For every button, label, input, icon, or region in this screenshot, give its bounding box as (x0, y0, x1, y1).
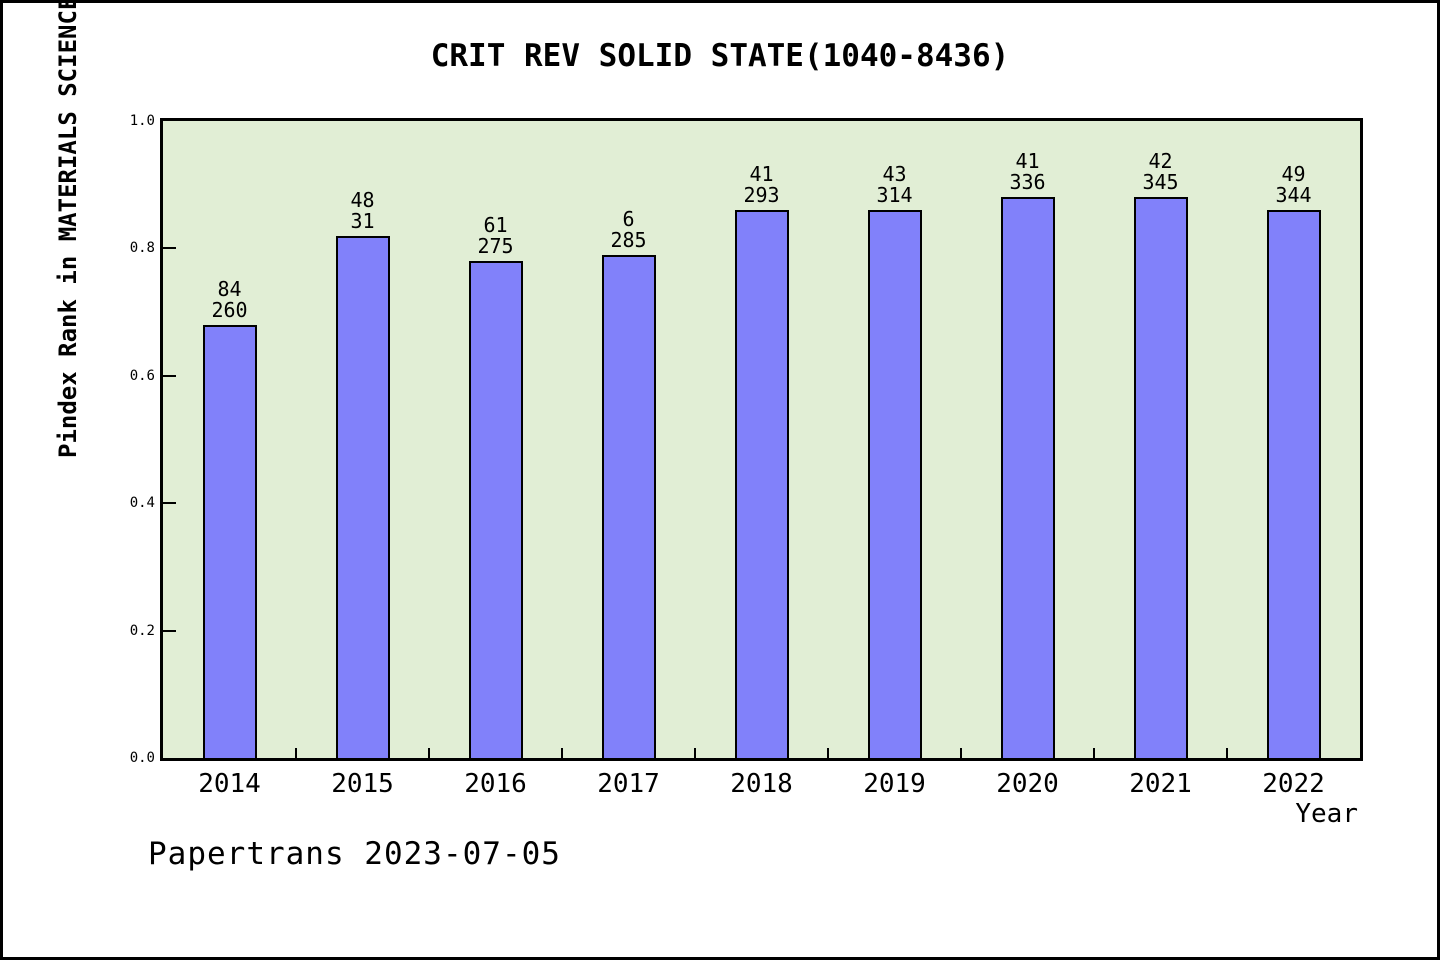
bar-2020 (1000, 197, 1055, 758)
bar-2018 (734, 210, 789, 758)
bar-2021 (1133, 197, 1188, 758)
bar-value-line: 6 (622, 207, 635, 231)
bar-value-line: 336 (1009, 170, 1046, 194)
x-tick-label-2015: 2015 (331, 769, 394, 799)
y-tick-label-1.0: 1.0 (129, 113, 155, 129)
x-axis-title: Year (1295, 799, 1358, 829)
x-tick-label-2018: 2018 (730, 769, 793, 799)
x-tick-mark (1226, 748, 1228, 758)
bar-2017 (601, 255, 656, 758)
bar-2015 (335, 236, 390, 758)
bar-value-label-2019: 43 314 (825, 164, 965, 206)
bar-value-label-2021: 42 345 (1091, 151, 1231, 193)
bar-value-line: 48 (350, 188, 375, 212)
bar-value-line: 344 (1275, 183, 1312, 207)
bar-value-line: 61 (483, 213, 508, 237)
bar-value-line: 49 (1281, 162, 1306, 186)
bar-value-line: 260 (211, 298, 248, 322)
bar-value-line: 285 (610, 228, 647, 252)
x-tick-label-2021: 2021 (1129, 769, 1192, 799)
x-tick-label-2020: 2020 (996, 769, 1059, 799)
bar-2014 (202, 325, 257, 758)
bar-2022 (1266, 210, 1321, 758)
x-tick-mark (827, 748, 829, 758)
y-tick-label-0.6: 0.6 (129, 367, 155, 384)
y-tick-label-0.4: 0.4 (129, 495, 155, 512)
bar-value-line: 275 (477, 234, 514, 258)
x-tick-mark (295, 748, 297, 758)
x-tick-label-2016: 2016 (464, 769, 527, 799)
bar-value-label-2020: 41 336 (958, 151, 1098, 193)
x-tick-mark (694, 748, 696, 758)
bar-value-label-2014: 84 260 (160, 279, 300, 321)
bar-2016 (468, 261, 523, 758)
y-tick-label-0.2: 0.2 (129, 622, 155, 639)
bar-value-label-2015: 48 31 (293, 190, 433, 232)
bar-value-label-2022: 49 344 (1224, 164, 1364, 206)
bar-value-label-2018: 41 293 (692, 164, 832, 206)
bar-2019 (867, 210, 922, 758)
bar-value-line: 84 (217, 277, 242, 301)
bar-value-line: 42 (1148, 149, 1173, 173)
x-tick-label-2017: 2017 (597, 769, 660, 799)
y-tick-mark (163, 629, 176, 632)
x-tick-mark (1093, 748, 1095, 758)
bar-value-line: 293 (743, 183, 780, 207)
chart-title: CRIT REV SOLID STATE(1040-8436) (430, 38, 1010, 74)
x-tick-mark (428, 748, 430, 758)
y-tick-mark (163, 247, 176, 250)
y-tick-label-0.0: 0.0 (129, 750, 155, 766)
y-tick-mark (163, 502, 176, 505)
x-tick-mark (561, 748, 563, 758)
x-tick-label-2019: 2019 (863, 769, 926, 799)
bar-value-line: 31 (350, 209, 375, 233)
footer-watermark: Papertrans 2023-07-05 (148, 836, 561, 872)
bar-value-line: 314 (876, 183, 913, 207)
bar-value-label-2016: 61 275 (426, 215, 566, 257)
bar-value-label-2017: 6 285 (559, 209, 699, 251)
x-tick-label-2022: 2022 (1262, 769, 1325, 799)
bar-value-line: 41 (749, 162, 774, 186)
x-tick-label-2014: 2014 (198, 769, 261, 799)
x-tick-mark (960, 748, 962, 758)
y-tick-label-0.8: 0.8 (129, 240, 155, 257)
bar-value-line: 43 (882, 162, 907, 186)
bar-value-line: 41 (1015, 149, 1040, 173)
plot-area: Year 84 260 2014 48 31 2015 61 275 2016 6 285 2017 4… (130, 114, 1364, 829)
bar-value-line: 345 (1142, 170, 1179, 194)
y-tick-mark (163, 374, 176, 377)
